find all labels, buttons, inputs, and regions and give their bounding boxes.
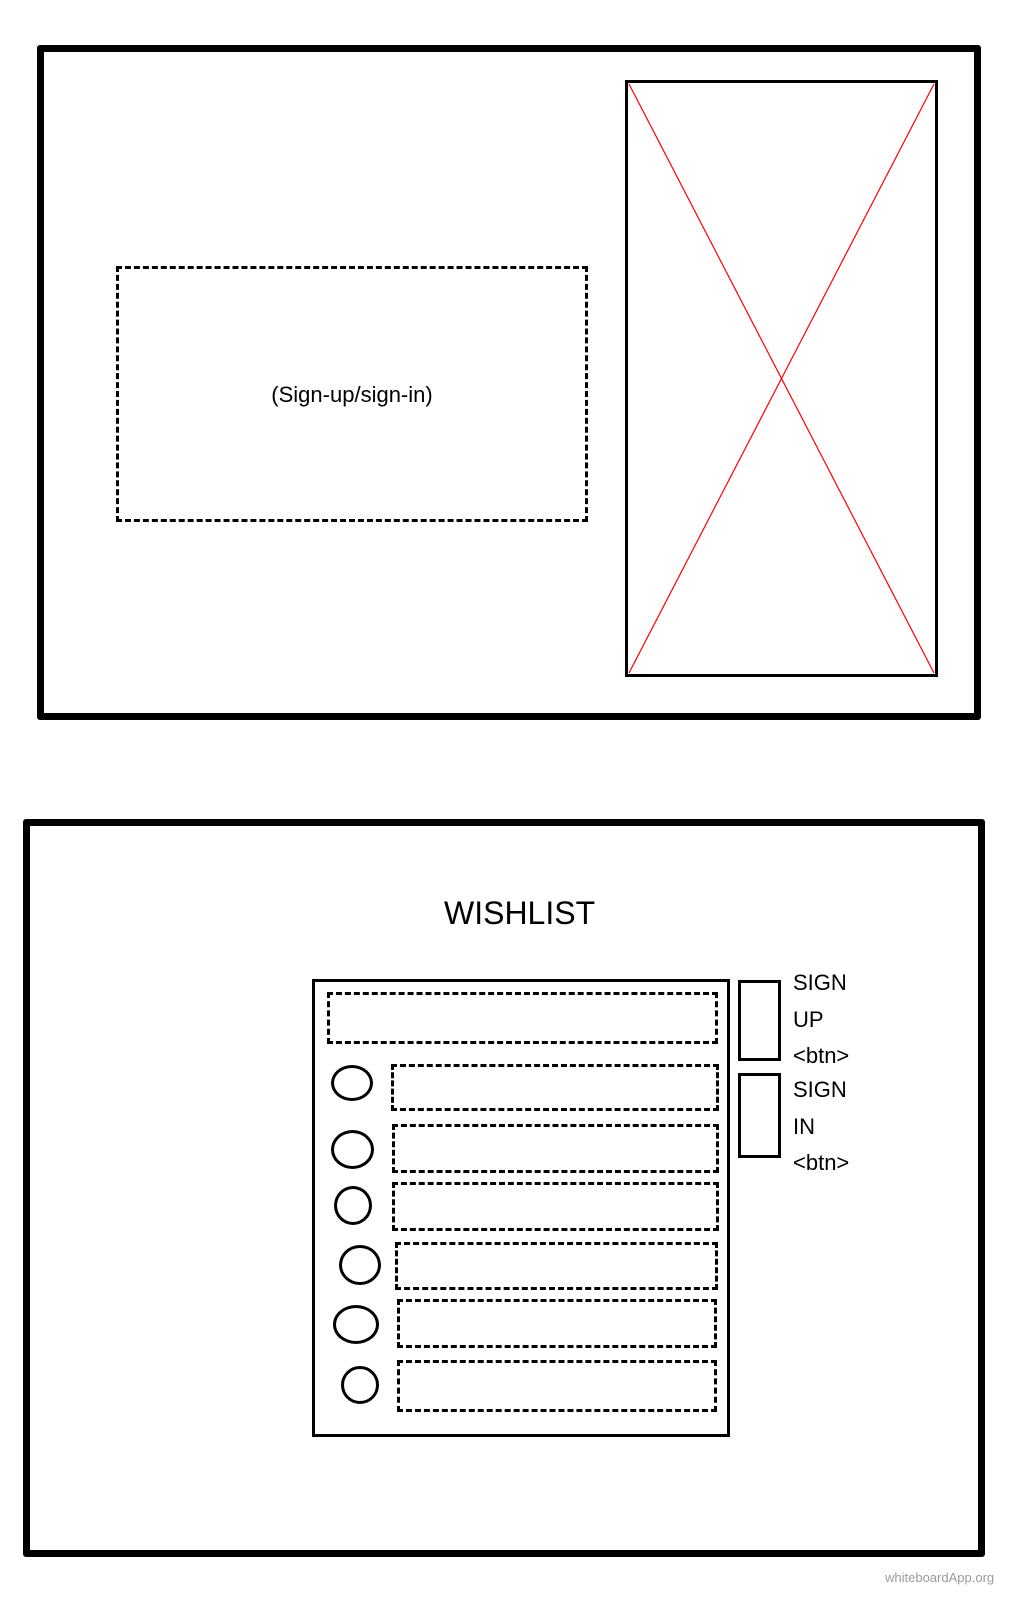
sign-up-label-line2: UP [793, 1007, 824, 1032]
wishlist-item-checkbox[interactable] [341, 1366, 379, 1404]
sign-in-label-line3: <btn> [793, 1150, 850, 1175]
wishlist-item-field[interactable] [397, 1360, 717, 1412]
image-placeholder [625, 80, 938, 677]
wishlist-item-field[interactable] [392, 1124, 719, 1173]
sign-up-button[interactable] [738, 980, 781, 1061]
wishlist-item-field[interactable] [395, 1242, 718, 1290]
wishlist-panel [312, 979, 730, 1437]
sign-in-panel-label: (Sign-up/sign-in) [271, 382, 433, 407]
wireframe-frame-top [37, 45, 981, 720]
sign-in-label-line2: IN [793, 1114, 815, 1139]
page-title: WISHLIST [444, 895, 596, 931]
wishlist-item-checkbox[interactable] [333, 1305, 379, 1344]
wishlist-header-field[interactable] [327, 992, 718, 1044]
wishlist-item-checkbox[interactable] [331, 1130, 374, 1169]
wishlist-item-checkbox[interactable] [339, 1245, 381, 1285]
wishlist-item-field[interactable] [391, 1064, 719, 1111]
wishlist-item-field[interactable] [392, 1182, 719, 1231]
image-placeholder-cross-line [628, 83, 935, 674]
wishlist-item-field[interactable] [397, 1299, 717, 1348]
sign-up-label-line1: SIGN [793, 970, 847, 995]
sign-in-panel[interactable] [116, 266, 588, 522]
sign-up-label-line3: <btn> [793, 1043, 850, 1068]
wireframe-frame-bottom [23, 819, 985, 1557]
wishlist-item-checkbox[interactable] [334, 1186, 372, 1225]
sign-in-button[interactable] [738, 1073, 781, 1158]
sign-in-label-line1: SIGN [793, 1077, 847, 1102]
wishlist-item-checkbox[interactable] [331, 1065, 373, 1101]
watermark: whiteboardApp.org [885, 1570, 995, 1585]
